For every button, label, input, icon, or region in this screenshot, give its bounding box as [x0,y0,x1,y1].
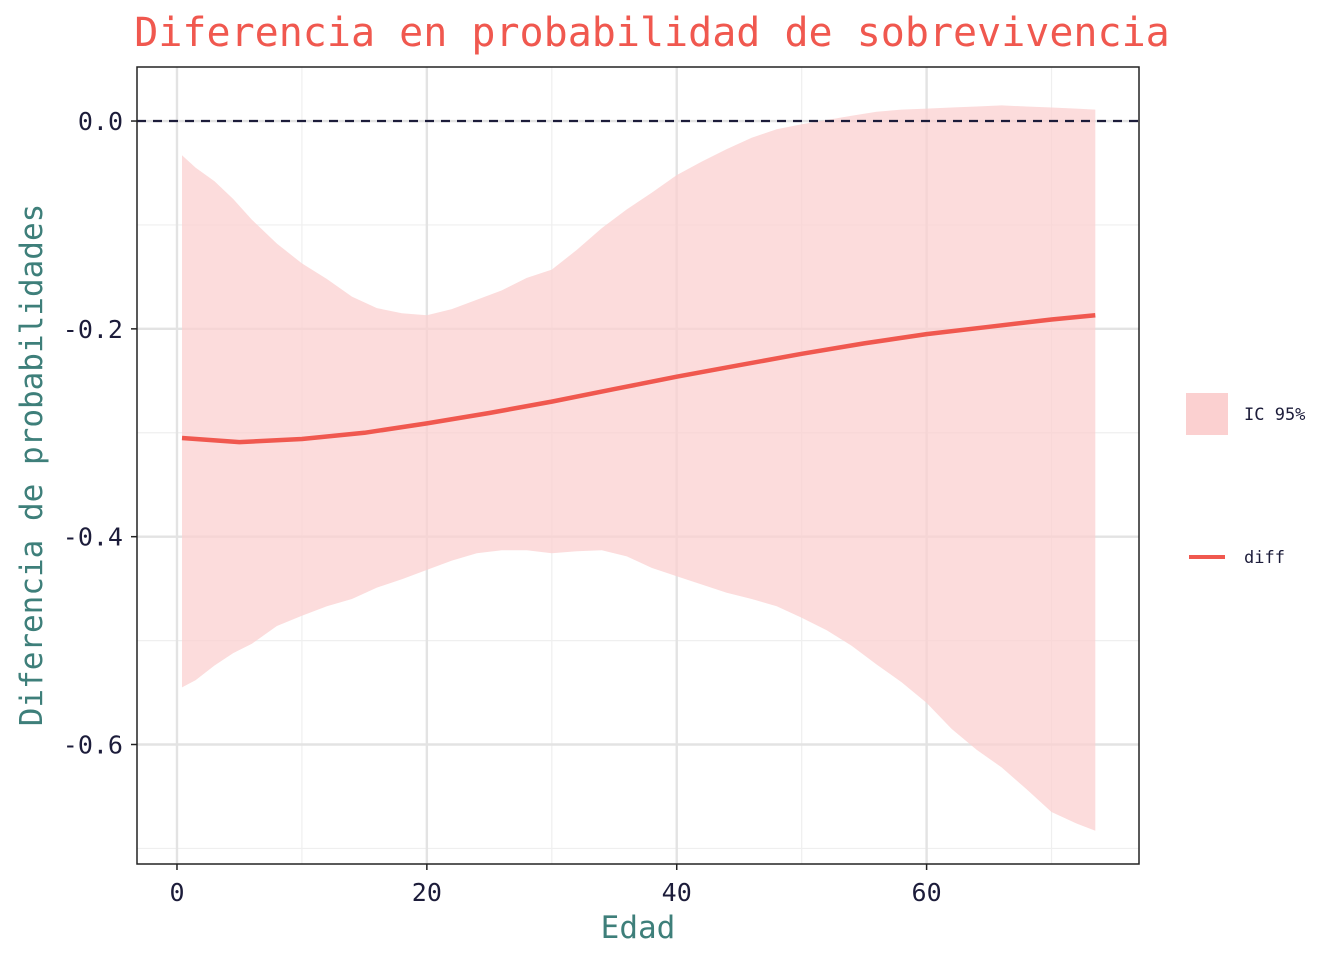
chart-title: Diferencia en probabilidad de sobreviven… [134,10,1170,56]
y-axis-title: Diferencia de probabilidades [14,204,50,727]
x-axis-title: Edad [601,910,676,946]
y-tick-label: -0.2 [63,315,123,344]
series-line-diff [181,313,1096,445]
y-tick-label: 0.0 [78,107,123,136]
legend: IC 95% diff [1186,393,1305,568]
y-tick-label: -0.4 [63,523,123,552]
x-tick-label: 40 [662,878,692,907]
legend-ribbon-label: IC 95% [1244,405,1305,425]
panel-border [136,66,1140,865]
plot-area [181,105,1096,831]
legend-line-label: diff [1244,548,1285,568]
x-tick-label: 60 [912,878,942,907]
x-tick-label: 20 [412,878,442,907]
y-tick-label: -0.6 [63,731,123,760]
legend-ribbon-key [1186,393,1228,435]
confidence-ribbon [182,105,1096,831]
axes: 0 20 40 60 0.0 -0.2 -0.4 -0.6 [63,107,942,907]
x-tick-label: 0 [169,878,184,907]
